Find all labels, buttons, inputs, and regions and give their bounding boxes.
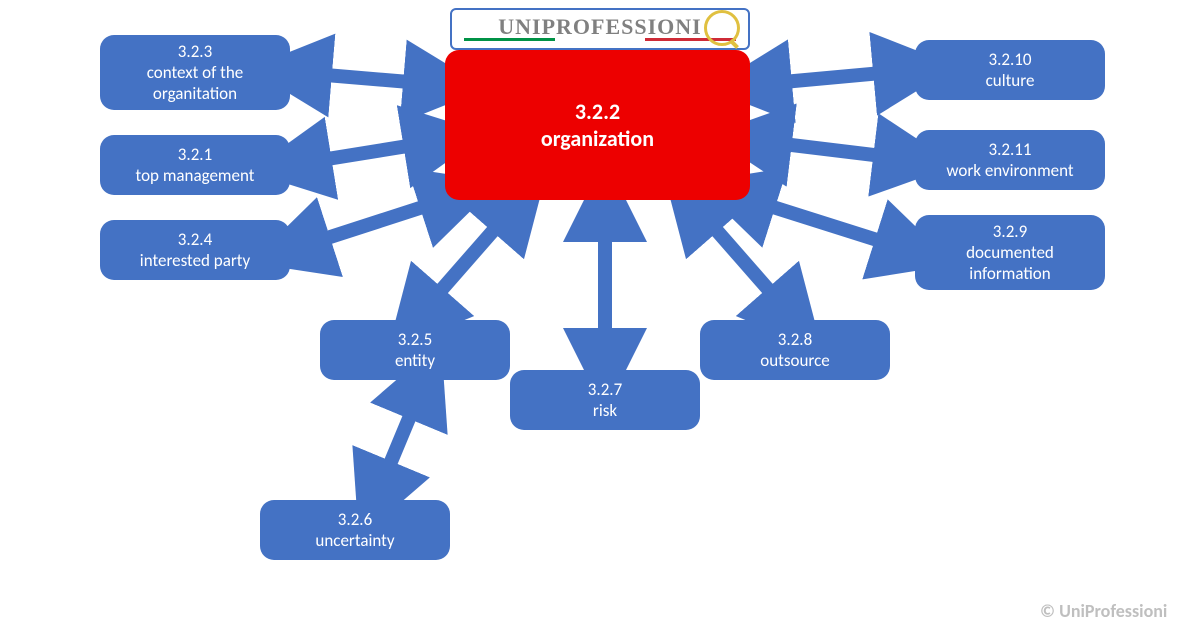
node-intparty: 3.2.4interested party	[100, 220, 290, 280]
node-code: 3.2.7	[588, 379, 622, 400]
node-label: outsource	[760, 350, 829, 371]
arrow-topmgmt	[290, 140, 445, 165]
node-label: uncertainty	[315, 530, 394, 551]
node-code: 3.2.8	[778, 329, 812, 350]
node-label: culture	[986, 70, 1035, 91]
node-code: 3.2.2	[575, 98, 620, 126]
arrow-culture	[750, 70, 915, 85]
node-context: 3.2.3context of the organitation	[100, 35, 290, 110]
copyright-text: © UniProfessioni	[1040, 600, 1167, 622]
node-label: entity	[395, 350, 435, 371]
node-label: top management	[136, 165, 255, 186]
node-docinfo: 3.2.9documented information	[915, 215, 1105, 290]
node-culture: 3.2.10culture	[915, 40, 1105, 100]
node-uncertainty: 3.2.6uncertainty	[260, 500, 450, 560]
node-label: risk	[593, 400, 617, 421]
arrow-intparty	[290, 195, 460, 250]
node-label: interested party	[140, 250, 250, 271]
node-code: 3.2.1	[178, 144, 212, 165]
node-code: 3.2.11	[988, 139, 1031, 160]
arrow-context	[290, 72, 445, 85]
node-code: 3.2.6	[338, 509, 372, 530]
arrow-workenv	[750, 140, 915, 160]
node-organization: 3.2.2 organization	[445, 50, 750, 200]
node-label: organization	[541, 125, 654, 153]
node-entity: 3.2.5entity	[320, 320, 510, 380]
logo-box: UNIPROFESSIONI	[450, 8, 750, 50]
node-outsource: 3.2.8outsource	[700, 320, 890, 380]
logo-text: UNIPROFESSIONI	[498, 14, 701, 40]
arrow-entity	[415, 200, 520, 320]
node-label: work environment	[946, 160, 1073, 181]
node-code: 3.2.10	[988, 49, 1031, 70]
node-label: context of the organitation	[110, 62, 280, 105]
node-code: 3.2.5	[398, 329, 432, 350]
arrow-outsource	[690, 200, 795, 320]
node-label: documented information	[925, 242, 1095, 285]
node-risk: 3.2.7risk	[510, 370, 700, 430]
node-topmgmt: 3.2.1top management	[100, 135, 290, 195]
arrow-uncertainty	[375, 380, 425, 500]
node-code: 3.2.4	[178, 229, 212, 250]
logo-q-icon	[704, 10, 740, 46]
node-workenv: 3.2.11work environment	[915, 130, 1105, 190]
arrow-docinfo	[735, 195, 915, 252]
node-code: 3.2.3	[178, 41, 212, 62]
node-code: 3.2.9	[993, 221, 1027, 242]
